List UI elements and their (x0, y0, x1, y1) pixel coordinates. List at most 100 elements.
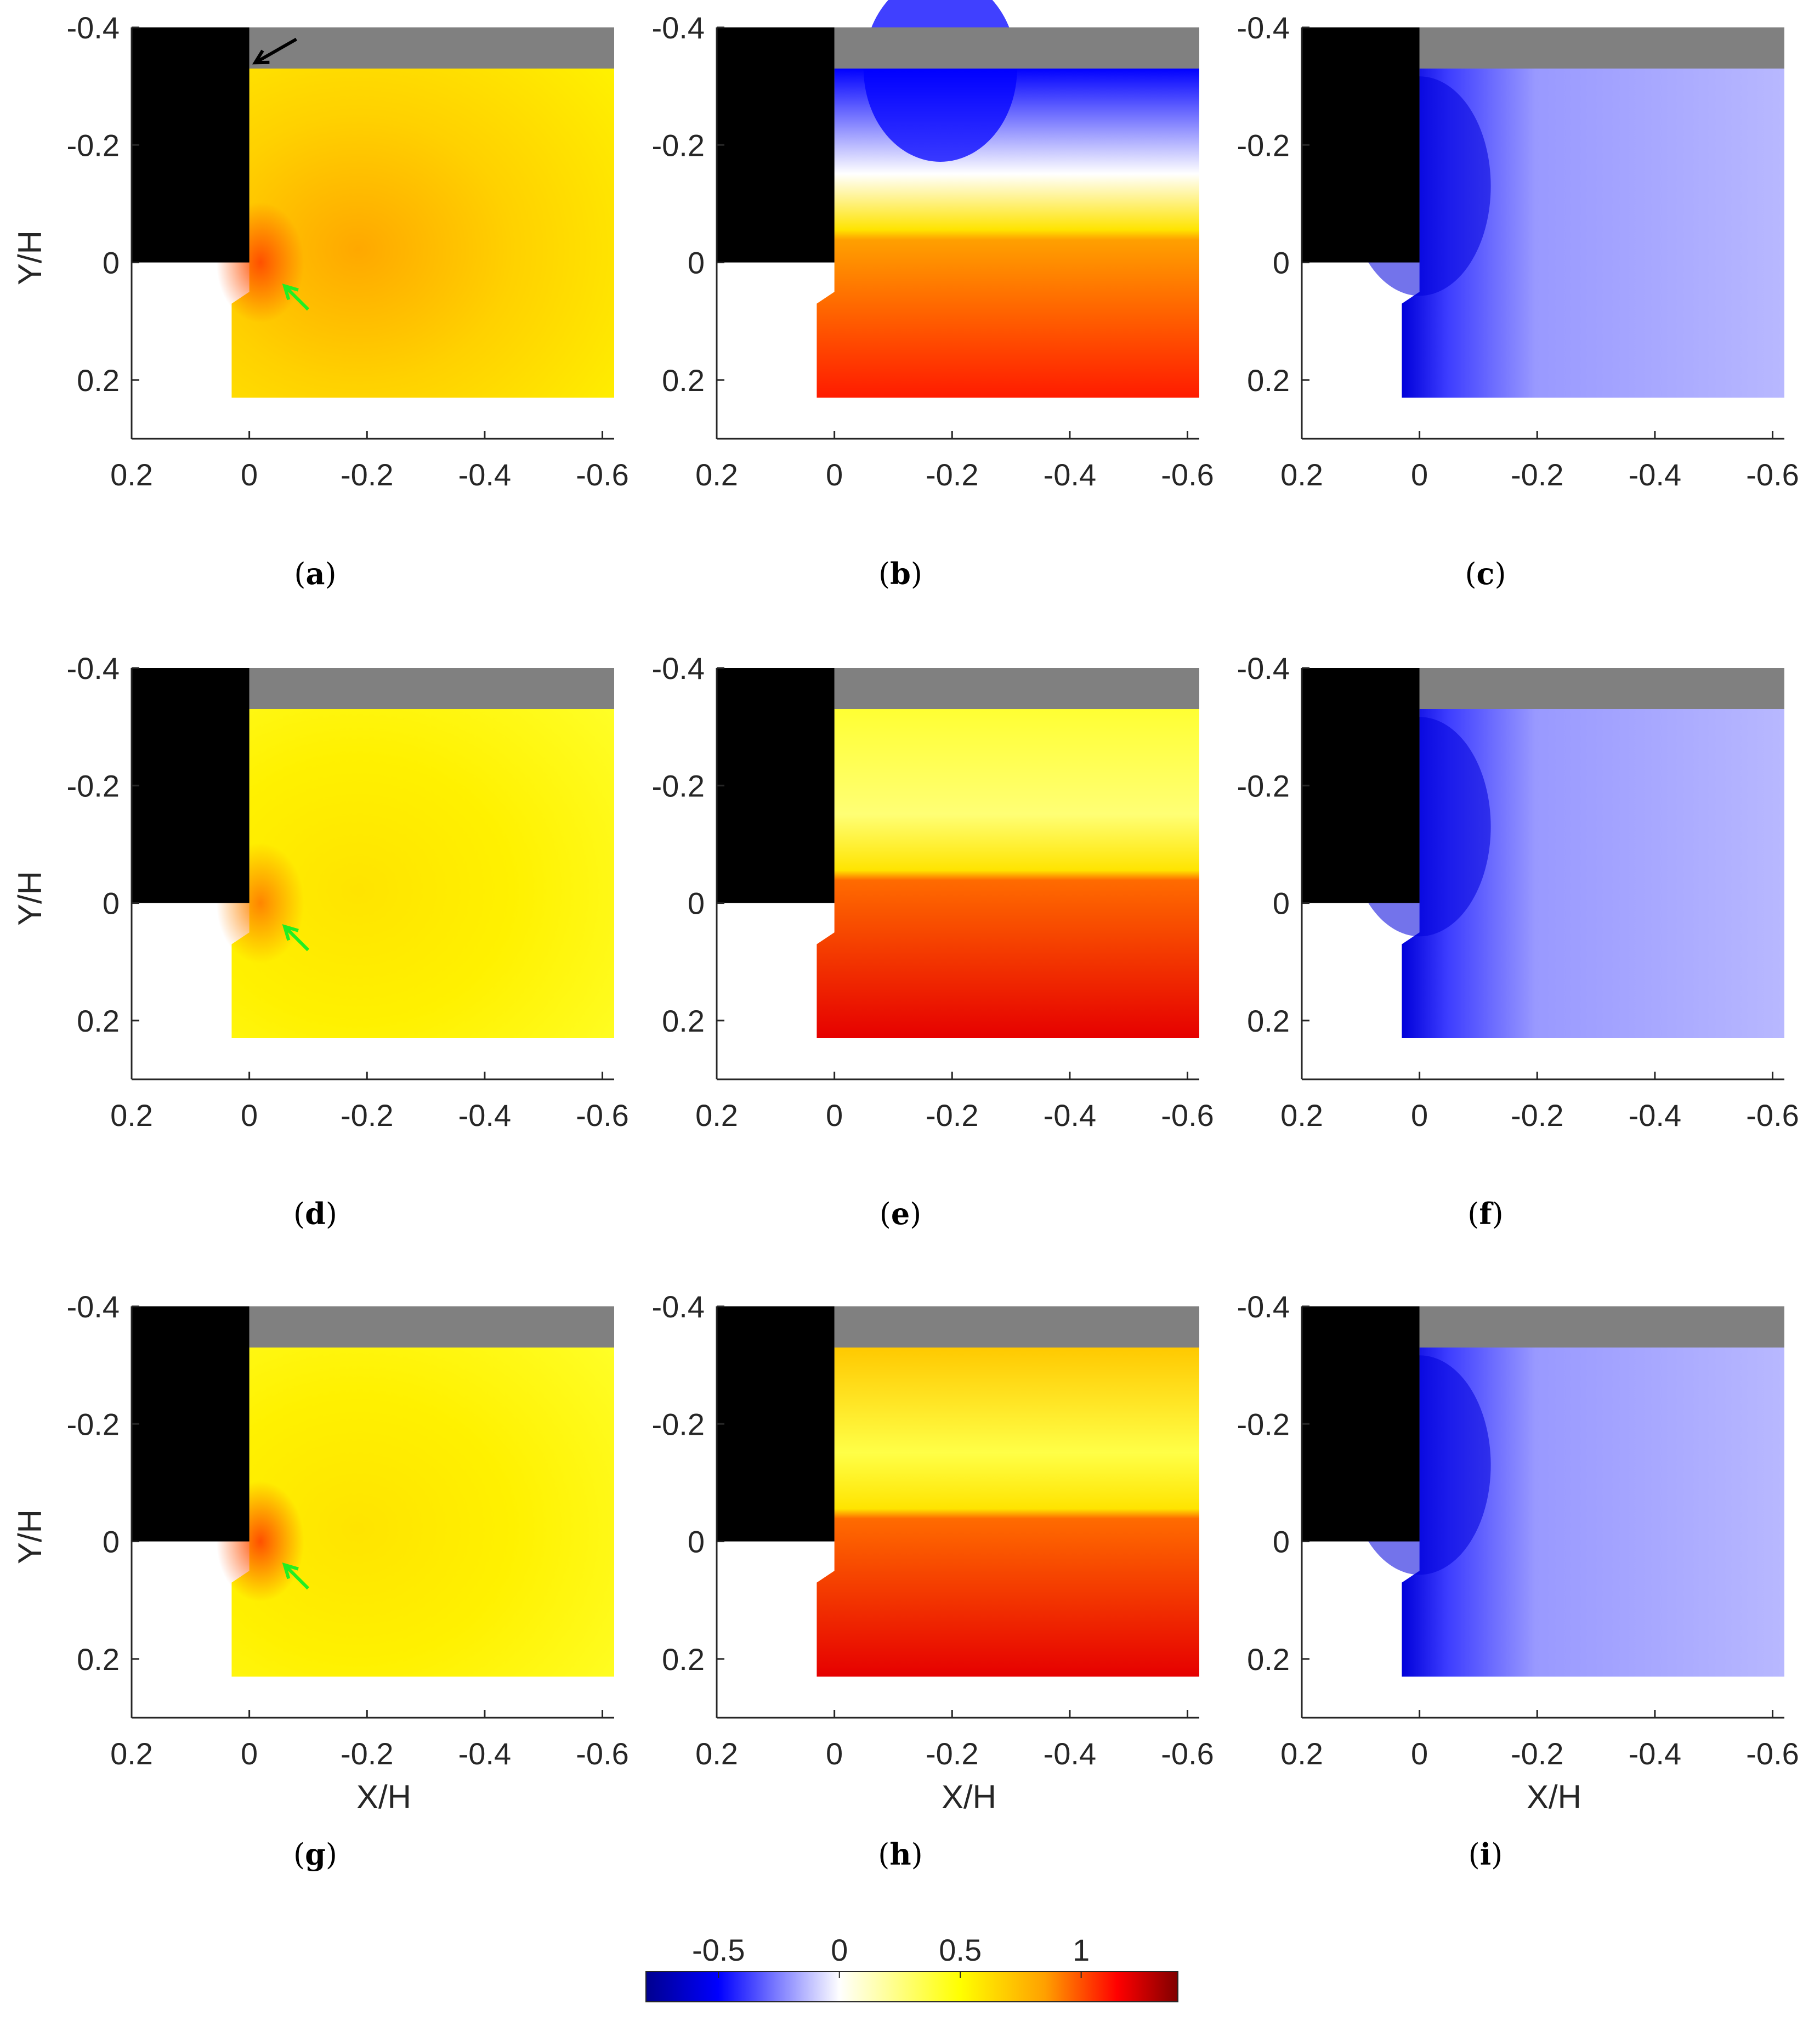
y-tick-label: 0 (688, 1525, 705, 1559)
x-tick-label: 0.2 (1280, 457, 1323, 492)
contour-field (817, 69, 1199, 398)
y-tick-label: -0.2 (67, 768, 120, 803)
x-tick-label: -0.6 (1746, 457, 1799, 492)
y-tick-label: -0.4 (1237, 1289, 1290, 1324)
obstacle-block (132, 27, 250, 263)
y-tick-label: -0.2 (67, 128, 120, 162)
x-tick-label: -0.4 (1044, 1736, 1097, 1771)
panel-caption: (a) (294, 556, 336, 591)
x-tick-label: -0.4 (1629, 457, 1682, 492)
wall-bar (834, 1306, 1199, 1348)
y-tick-label: 0.2 (77, 1004, 120, 1038)
wall-bar (1419, 27, 1784, 69)
x-tick-label: 0 (1411, 1736, 1428, 1771)
y-tick-label: 0 (688, 886, 705, 921)
wall-bar (249, 27, 614, 69)
panel-a: 0.2 0 -0.2 -0.4 -0.6 -0.4 -0.2 0 0.2 Y/H (a) (12, 10, 629, 591)
x-tick-label: -0.4 (1044, 1098, 1097, 1133)
y-tick-label: -0.4 (67, 10, 120, 45)
y-tick-label: -0.4 (652, 1289, 705, 1324)
contour-field (817, 1348, 1199, 1677)
colorbar-tick-label: 1 (1073, 1933, 1090, 1967)
y-tick-label: -0.4 (652, 10, 705, 45)
x-tick-label: -0.4 (458, 457, 512, 492)
y-tick-label: 0.2 (662, 1004, 705, 1038)
y-axis-label: Y/H (12, 1509, 48, 1564)
obstacle-block (1302, 27, 1420, 263)
y-tick-label: 0 (1273, 246, 1290, 280)
green-arrow (283, 1564, 310, 1590)
x-tick-label: -0.6 (1746, 1736, 1799, 1771)
colorbar-tick-label: -0.5 (692, 1933, 745, 1967)
green-arrow-head (282, 924, 299, 941)
x-tick-label: -0.6 (576, 1736, 629, 1771)
x-tick-label: -0.2 (341, 1736, 394, 1771)
panel-i: 0.2 0 -0.2 -0.4 -0.6 -0.4 -0.2 0 0.2 X/H (i) (1237, 1289, 1799, 1872)
x-tick-label: -0.4 (1629, 1098, 1682, 1133)
y-tick-label: 0 (1273, 1525, 1290, 1559)
black-arrow-head (252, 49, 270, 65)
y-tick-label: 0.2 (662, 1642, 705, 1677)
panel-e: 0.2 0 -0.2 -0.4 -0.6 -0.4 -0.2 0 0.2 (e) (652, 651, 1214, 1231)
y-tick-label: 0 (103, 246, 120, 280)
y-tick-label: 0.2 (662, 363, 705, 398)
x-tick-label: -0.2 (341, 1098, 394, 1133)
colorbar-tick-label: 0 (831, 1933, 848, 1967)
wall-bar (1419, 668, 1784, 709)
wall-bar (1419, 1306, 1784, 1348)
y-tick-label: 0 (688, 246, 705, 280)
x-tick-label: -0.2 (1511, 1098, 1564, 1133)
x-tick-label: -0.2 (926, 1736, 979, 1771)
x-tick-label: 0.2 (1280, 1736, 1323, 1771)
x-tick-label: 0.2 (695, 457, 738, 492)
wall-bar (834, 27, 1199, 69)
x-axis-label: X/H (356, 1779, 411, 1815)
y-tick-label: -0.4 (1237, 10, 1290, 45)
x-tick-label: 0 (826, 1098, 843, 1133)
y-tick-label: -0.2 (1237, 768, 1290, 803)
panel-caption: (g) (293, 1837, 337, 1872)
y-tick-label: -0.2 (67, 1407, 120, 1441)
x-tick-label: -0.6 (1161, 1736, 1214, 1771)
panel-caption: (i) (1469, 1837, 1503, 1872)
obstacle-block (717, 27, 835, 263)
x-tick-label: 0.2 (1280, 1098, 1323, 1133)
x-axis-label: X/H (942, 1779, 996, 1815)
x-tick-label: 0 (1411, 1098, 1428, 1133)
panel-caption: (f) (1467, 1196, 1503, 1231)
y-tick-label: 0 (1273, 886, 1290, 921)
y-tick-label: 0.2 (77, 1642, 120, 1677)
y-tick-label: -0.4 (67, 651, 120, 686)
y-axis-label: Y/H (12, 871, 48, 926)
y-tick-label: -0.2 (652, 1407, 705, 1441)
x-tick-label: -0.2 (341, 457, 394, 492)
x-tick-label: 0 (826, 457, 843, 492)
obstacle-block (132, 668, 250, 903)
obstacle-block (1302, 668, 1420, 903)
x-tick-label: 0.2 (695, 1736, 738, 1771)
x-tick-label: 0 (826, 1736, 843, 1771)
wall-bar (834, 668, 1199, 709)
panel-caption: (b) (878, 556, 922, 591)
wall-bar (249, 1306, 614, 1348)
panel-h: 0.2 0 -0.2 -0.4 -0.6 -0.4 -0.2 0 0.2 X/H (h) (652, 1289, 1214, 1872)
y-tick-label: 0.2 (77, 363, 120, 398)
x-tick-label: -0.2 (926, 1098, 979, 1133)
wall-bar (249, 668, 614, 709)
x-tick-label: -0.4 (458, 1098, 512, 1133)
y-tick-label: -0.2 (1237, 1407, 1290, 1441)
x-tick-label: 0 (241, 1736, 258, 1771)
obstacle-block (1302, 1306, 1420, 1542)
contour-field (231, 1348, 614, 1677)
x-tick-label: -0.6 (1161, 1098, 1214, 1133)
x-tick-label: 0.2 (110, 1098, 153, 1133)
green-arrow-head (282, 284, 299, 301)
contour-field (231, 709, 614, 1038)
y-tick-label: -0.4 (67, 1289, 120, 1324)
y-axis-label: Y/H (12, 230, 48, 285)
x-tick-label: 0 (241, 1098, 258, 1133)
y-tick-label: 0.2 (1247, 1642, 1290, 1677)
obstacle-block (717, 668, 835, 903)
contour-field (1402, 709, 1784, 1038)
x-tick-label: -0.2 (1511, 1736, 1564, 1771)
